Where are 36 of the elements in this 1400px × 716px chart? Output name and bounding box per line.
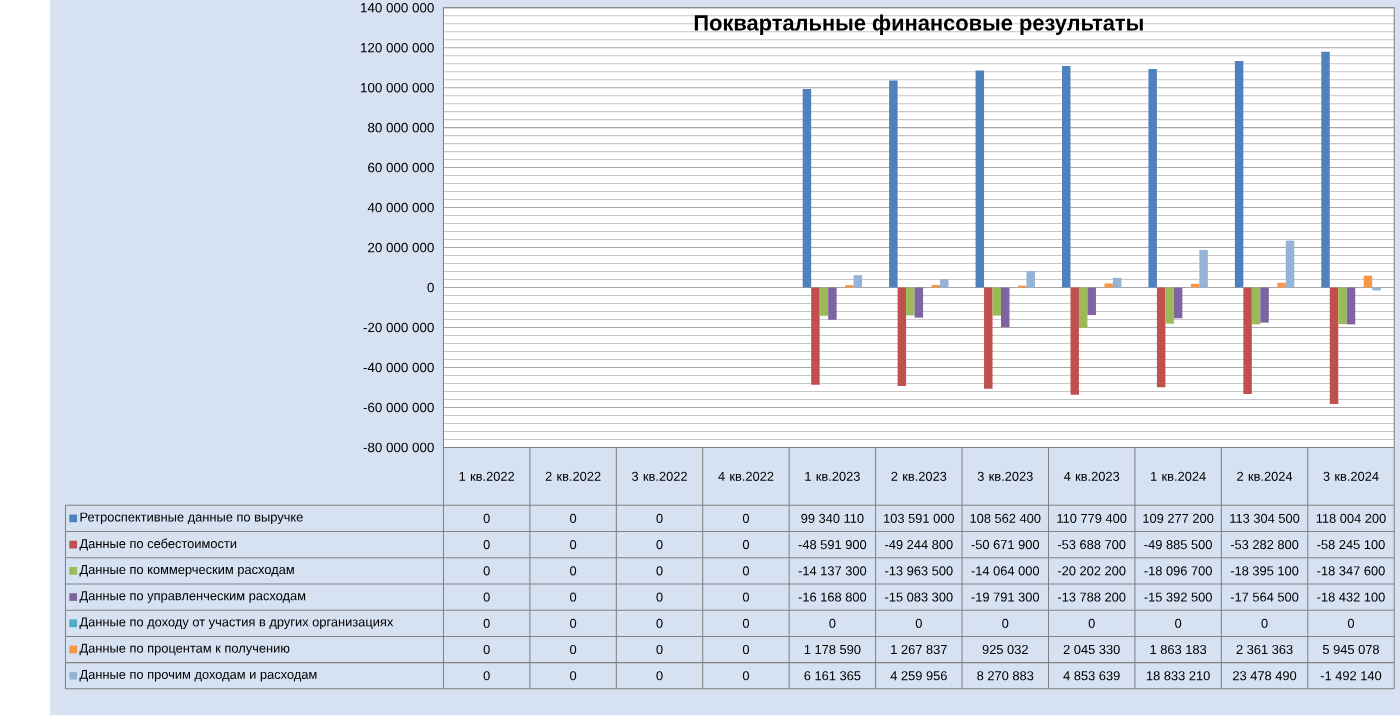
- bar: [906, 287, 915, 316]
- bar: [1112, 278, 1122, 288]
- bar: [1001, 287, 1010, 328]
- bar: [1363, 275, 1373, 288]
- bar: [1346, 287, 1356, 325]
- bar: [1243, 287, 1252, 395]
- bar: [819, 287, 829, 317]
- bar: [1251, 287, 1261, 325]
- bar: [1199, 250, 1208, 288]
- bar: [811, 287, 820, 385]
- bar: [828, 287, 837, 321]
- bar: [897, 287, 907, 387]
- bar: [914, 287, 924, 318]
- bar: [1165, 287, 1174, 324]
- bar: [940, 279, 949, 288]
- bar: [1321, 51, 1330, 288]
- bar: [1026, 271, 1035, 288]
- bar: [1062, 66, 1071, 288]
- bar: [1260, 287, 1269, 323]
- bar: [984, 287, 993, 390]
- chart-title: Поквартальные финансовые результаты: [694, 14, 1143, 36]
- bar: [1234, 61, 1244, 288]
- bar: [853, 275, 863, 288]
- bar: [802, 89, 812, 288]
- bar: [1285, 240, 1295, 288]
- bar: [1173, 287, 1183, 319]
- bar: [1156, 287, 1166, 388]
- bar: [1148, 69, 1157, 288]
- bar: [1070, 287, 1079, 396]
- bar: [992, 287, 1002, 316]
- bar: [975, 70, 985, 288]
- bar: [1329, 287, 1339, 405]
- bar: [889, 80, 898, 288]
- bar: [1087, 287, 1096, 316]
- bar: [1078, 287, 1088, 329]
- bar: [1338, 287, 1347, 325]
